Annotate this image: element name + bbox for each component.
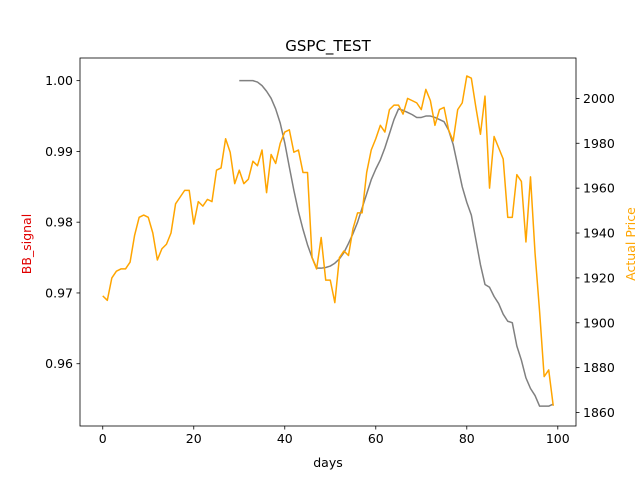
series-line-actual-price xyxy=(102,75,554,406)
plot-area: 0 20 40 60 80 100 0.96 0.97 0.98 0.99 1.00 1860 1880… xyxy=(45,57,615,446)
plot-frame xyxy=(79,57,577,427)
y-axis-left-label: BB_signal xyxy=(19,214,34,274)
x-tick-label: 40 xyxy=(277,431,293,446)
y-left-tick-label: 1.00 xyxy=(45,73,73,88)
x-tick-label: 100 xyxy=(546,431,570,446)
series-line-bb-signal xyxy=(239,79,554,407)
y-right-tick-label: 1940 xyxy=(583,226,615,241)
x-tick-label: 20 xyxy=(186,431,202,446)
x-axis-label: days xyxy=(313,455,343,470)
x-tick-label: 80 xyxy=(459,431,475,446)
x-tick-label: 60 xyxy=(368,431,384,446)
x-tick-label: 0 xyxy=(99,431,107,446)
chart-title: GSPC_TEST xyxy=(285,37,371,56)
y-right-tick-label: 1900 xyxy=(583,315,615,330)
y-left-tick-label: 0.97 xyxy=(45,285,73,300)
y-right-tick-label: 1980 xyxy=(583,136,615,151)
y-right-tick-label: 1960 xyxy=(583,181,615,196)
y-left-tick-label: 0.99 xyxy=(45,144,73,159)
y-left-tick-label: 0.98 xyxy=(45,215,73,230)
y-axis-right-label: Actual Price xyxy=(623,207,638,281)
y-right-tick-label: 2000 xyxy=(583,91,615,106)
y-right-tick-label: 1880 xyxy=(583,360,615,375)
y-right-tick-label: 1860 xyxy=(583,405,615,420)
y-left-tick-label: 0.96 xyxy=(45,356,73,371)
y-right-tick-label: 1920 xyxy=(583,270,615,285)
